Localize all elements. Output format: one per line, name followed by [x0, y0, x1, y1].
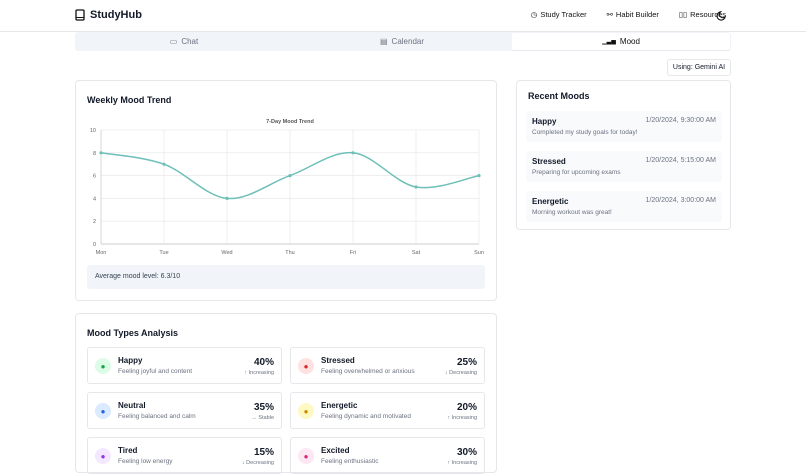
mood-type-name: Energetic — [321, 401, 358, 410]
alert-icon: ● — [298, 358, 314, 374]
nav-habit-builder[interactable]: ⚯ Habit Builder — [606, 10, 659, 19]
average-mood: Average mood level: 6.3/10 — [87, 265, 485, 289]
data-point — [225, 196, 229, 200]
card-title: Mood Types Analysis — [87, 328, 179, 338]
y-tick-label: 10 — [90, 128, 96, 134]
app-title: StudyHub — [90, 9, 142, 21]
recent-mood-item[interactable]: Happy 1/20/2024, 9:30:00 AM Completed my s… — [526, 111, 722, 142]
mood-type-percent: 30% — [456, 447, 477, 458]
card-title: Recent Moods — [528, 91, 590, 101]
x-tick-label: Wed — [221, 250, 232, 256]
mood-type-stressed[interactable]: ● Stressed Feeling overwhelmed or anxious 2… — [290, 347, 485, 384]
y-tick-label: 4 — [93, 196, 96, 202]
mood-type-desc: Feeling overwhelmed or anxious — [321, 368, 415, 375]
mood-type-trend: ↑ Increasing — [447, 415, 477, 421]
mood-type-neutral[interactable]: ● Neutral Feeling balanced and calm 35% → St… — [87, 392, 282, 429]
heart-icon: ● — [298, 448, 314, 464]
x-tick-label: Thu — [285, 250, 294, 256]
frown-icon: ● — [95, 448, 111, 464]
habit-icon: ⚯ — [606, 10, 613, 19]
y-tick-label: 6 — [93, 174, 96, 180]
y-tick-label: 8 — [93, 151, 96, 157]
recent-moods-card: Recent Moods Happy 1/20/2024, 9:30:00 AM C… — [516, 80, 731, 230]
mood-note: Morning workout was great! — [532, 209, 612, 216]
tab-chat[interactable]: ▭ Chat — [169, 37, 199, 46]
card-title: Weekly Mood Trend — [87, 95, 172, 105]
mood-type-tired[interactable]: ● Tired Feeling low energy 15% ↓ Decreasing — [87, 437, 282, 474]
mood-type-desc: Feeling joyful and content — [118, 368, 193, 375]
data-point — [162, 162, 166, 166]
data-point — [99, 151, 103, 155]
mood-type-name: Neutral — [118, 401, 146, 410]
nav-study-tracker[interactable]: ◷ Study Tracker — [530, 10, 587, 19]
mood-line-chart: 7-Day Mood Trend 0 2 4 6 8 10 Mon Tue Wed Thu Fri Sa… — [90, 119, 484, 256]
lightning-icon: ● — [298, 403, 314, 419]
x-tick-label: Mon — [96, 250, 107, 256]
mood-type-percent: 40% — [253, 357, 274, 368]
y-tick-label: 2 — [93, 219, 96, 225]
data-point — [414, 185, 418, 189]
mood-types-analysis-card: Mood Types Analysis ● Happy Feeling joyful… — [75, 313, 497, 474]
chat-icon: ▭ — [169, 37, 178, 46]
book-open-icon: ▯▯ — [678, 10, 688, 19]
data-point — [477, 174, 481, 178]
mood-note: Preparing for upcoming exams — [532, 169, 621, 176]
tab-mood[interactable]: ▁▃▅ Mood — [512, 33, 730, 50]
mood-type-excited[interactable]: ● Excited Feeling enthusiastic 30% ↑ Increas… — [290, 437, 485, 474]
tab-calendar[interactable]: ▤ Calendar — [379, 37, 425, 46]
mood-type-percent: 35% — [253, 402, 274, 413]
mood-type-name: Stressed — [321, 356, 355, 365]
mood-note: Completed my study goals for today! — [532, 129, 638, 136]
mood-time: 1/20/2024, 5:15:00 AM — [645, 157, 716, 164]
mood-type-happy[interactable]: ● Happy Feeling joyful and content 40% ↑ Inc… — [87, 347, 282, 384]
mood-name: Energetic — [532, 197, 569, 206]
y-tick-label: 0 — [93, 242, 96, 248]
weekly-mood-trend-card: Weekly Mood Trend 7-Day Mood Trend 0 2 4 6 8 1… — [75, 80, 497, 301]
bar-chart-icon: ▁▃▅ — [602, 39, 616, 45]
mood-type-energetic[interactable]: ● Energetic Feeling dynamic and motivated 2… — [290, 392, 485, 429]
mood-name: Stressed — [532, 157, 566, 166]
mood-type-name: Tired — [118, 446, 138, 455]
chart-title: 7-Day Mood Trend — [266, 119, 314, 125]
mood-type-desc: Feeling balanced and calm — [118, 413, 196, 420]
nav-resources[interactable]: ▯▯ Resources — [678, 10, 726, 19]
mood-time: 1/20/2024, 3:00:00 AM — [645, 197, 716, 204]
mood-type-trend: ↑ Increasing — [447, 460, 477, 466]
ai-provider-badge[interactable]: Using: Gemini AI — [667, 59, 731, 76]
mood-type-trend: ↑ Increasing — [244, 370, 274, 376]
x-tick-label: Sun — [474, 250, 484, 256]
calendar-icon: ▤ — [379, 37, 388, 46]
x-tick-label: Tue — [159, 250, 168, 256]
recent-mood-item[interactable]: Energetic 1/20/2024, 3:00:00 AM Morning wo… — [526, 191, 722, 222]
book-icon — [75, 9, 85, 21]
mood-type-desc: Feeling dynamic and motivated — [321, 413, 411, 420]
header: StudyHub ◷ Study Tracker ⚯ Habit Builder ▯… — [0, 0, 806, 32]
clock-icon: ◷ — [530, 10, 538, 19]
recent-mood-item[interactable]: Stressed 1/20/2024, 5:15:00 AM Preparing f… — [526, 151, 722, 182]
mood-type-name: Happy — [118, 356, 143, 365]
logo[interactable]: StudyHub — [75, 9, 142, 21]
mood-type-trend: ↓ Decreasing — [444, 370, 477, 376]
data-point — [288, 174, 292, 178]
data-point — [351, 151, 355, 155]
mood-type-name: Excited — [321, 446, 350, 455]
activity-icon: ● — [95, 403, 111, 419]
dark-mode-toggle-moon-icon[interactable] — [716, 10, 727, 21]
mood-type-trend: ↓ Decreasing — [241, 460, 274, 466]
mood-time: 1/20/2024, 9:30:00 AM — [645, 117, 716, 124]
smile-icon: ● — [95, 358, 111, 374]
mood-type-percent: 15% — [253, 447, 274, 458]
tab-bar: ▭ Chat ▤ Calendar ▁▃▅ Mood — [75, 32, 731, 51]
x-tick-label: Fri — [350, 250, 356, 256]
mood-name: Happy — [532, 117, 557, 126]
mood-type-percent: 20% — [456, 402, 477, 413]
x-tick-label: Sat — [412, 250, 421, 256]
mood-type-percent: 25% — [456, 357, 477, 368]
mood-type-trend: → Stable — [251, 415, 274, 421]
